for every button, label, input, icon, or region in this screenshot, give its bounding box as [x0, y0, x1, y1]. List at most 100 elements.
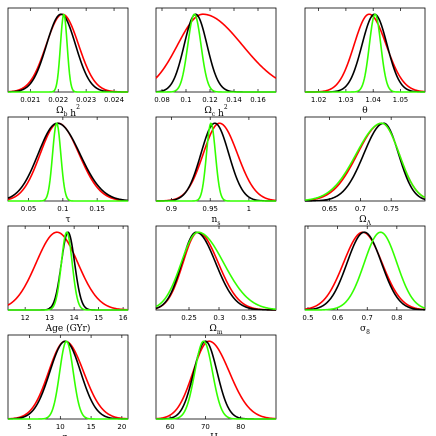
red-posterior-curve	[7, 122, 129, 202]
black-posterior-curve	[7, 340, 129, 420]
plot-frame	[155, 225, 277, 311]
panel-1: 0.08 0.1 0.12 0.14 0.16 Ωc h2	[154, 7, 277, 119]
plot-frame	[7, 334, 129, 420]
x-tick-label: 0.9	[166, 205, 177, 213]
x-axis-label: Ωm	[209, 324, 222, 336]
x-axis-label: Ωc h2	[204, 104, 228, 119]
panel-0: 0.021 0.022 0.023 0.024 Ωb h2	[7, 7, 129, 119]
green-posterior-curve	[7, 13, 129, 93]
x-tick-label: 12	[21, 314, 30, 322]
plot-frame	[304, 7, 426, 93]
green-posterior-curve	[7, 340, 129, 420]
x-tick-label: 1.05	[393, 96, 409, 104]
x-tick-label: 0.021	[20, 96, 40, 104]
x-axis-label: zre	[62, 433, 74, 436]
panel-9: 5 10 15 20 zre	[7, 334, 129, 436]
green-posterior-curve	[155, 340, 277, 420]
x-tick-label: 0.5	[302, 314, 313, 322]
x-tick-label: 13	[45, 314, 54, 322]
x-tick-label: 5	[27, 423, 31, 431]
x-tick-label: 10	[56, 423, 65, 431]
green-posterior-curve	[7, 231, 129, 311]
red-posterior-curve	[7, 340, 129, 420]
panel-10: 60 70 80 H0	[155, 334, 277, 436]
x-tick-label: 0.65	[322, 205, 338, 213]
x-tick-label: 20	[117, 423, 126, 431]
plot-frame	[7, 116, 129, 202]
x-tick-label: 0.6	[332, 314, 344, 322]
plot-frame	[304, 116, 426, 202]
red-posterior-curve	[155, 13, 277, 79]
black-posterior-curve	[155, 340, 277, 420]
x-tick-label: 80	[236, 423, 245, 431]
red-posterior-curve	[7, 13, 129, 93]
green-posterior-curve	[7, 122, 129, 202]
x-tick-label: 0.12	[202, 96, 218, 104]
panel-4: 0.9 0.95 1 ns	[155, 116, 277, 227]
x-axis-label: σ8	[360, 324, 370, 336]
x-tick-label: 0.024	[104, 96, 125, 104]
black-posterior-curve	[304, 122, 426, 202]
x-tick-label: 0.7	[355, 205, 366, 213]
red-posterior-curve	[304, 13, 426, 93]
panel-6: 12 13 14 15 16 Age (GYr)	[7, 225, 129, 334]
plot-frame	[304, 225, 426, 311]
plot-frame	[155, 116, 277, 202]
x-tick-label: 0.8	[391, 314, 402, 322]
panel-3: 0.05 0.1 0.15 τ	[7, 116, 129, 225]
green-posterior-curve	[304, 13, 426, 93]
x-tick-label: 1.03	[338, 96, 354, 104]
x-tick-label: 15	[94, 314, 103, 322]
x-axis-label: H0	[210, 433, 222, 436]
x-tick-label: 1	[247, 205, 251, 213]
red-posterior-curve	[7, 231, 129, 311]
x-tick-label: 15	[87, 423, 96, 431]
plot-frame	[155, 334, 277, 420]
x-tick-label: 1.02	[311, 96, 327, 104]
black-posterior-curve	[304, 231, 426, 311]
panel-8: 0.5 0.6 0.7 0.8 σ8	[302, 225, 426, 336]
panel-2: 1.02 1.03 1.04 1.05 θ	[304, 7, 426, 116]
x-tick-label: 0.3	[213, 314, 224, 322]
black-posterior-curve	[155, 122, 277, 202]
x-tick-label: 0.1	[180, 96, 191, 104]
green-posterior-curve	[155, 231, 277, 311]
x-tick-label: 0.14	[226, 96, 242, 104]
panel-7: 0.25 0.3 0.35 Ωm	[155, 225, 277, 336]
x-tick-label: 0.16	[250, 96, 266, 104]
x-tick-label: 0.1	[57, 205, 68, 213]
red-posterior-curve	[304, 231, 426, 311]
red-posterior-curve	[155, 340, 277, 420]
x-tick-label: 1.04	[365, 96, 381, 104]
red-posterior-curve	[155, 231, 277, 311]
x-tick-label: 0.023	[76, 96, 96, 104]
x-tick-label: 0.7	[362, 314, 373, 322]
x-tick-label: 0.95	[202, 205, 218, 213]
black-posterior-curve	[155, 231, 277, 311]
x-tick-label: 60	[166, 423, 175, 431]
x-axis-label: θ	[362, 106, 367, 116]
plot-frame	[7, 225, 129, 311]
x-tick-label: 14	[70, 314, 79, 322]
x-tick-label: 70	[201, 423, 210, 431]
green-posterior-curve	[155, 122, 277, 202]
black-posterior-curve	[7, 122, 129, 202]
x-tick-label: 0.75	[383, 205, 399, 213]
green-posterior-curve	[304, 231, 426, 311]
x-tick-label: 0.08	[154, 96, 170, 104]
x-tick-label: 0.05	[21, 205, 37, 213]
x-axis-label: Age (GYr)	[45, 323, 91, 334]
black-posterior-curve	[304, 13, 426, 93]
x-axis-label: Ωb h2	[56, 104, 80, 119]
x-tick-label: 16	[119, 314, 128, 322]
x-tick-label: 0.35	[241, 314, 257, 322]
x-tick-label: 0.15	[89, 205, 105, 213]
x-axis-label: τ	[66, 215, 71, 225]
plot-frame	[7, 7, 129, 93]
panel-5: 0.65 0.7 0.75 ΩΛ	[304, 116, 426, 227]
red-posterior-curve	[304, 122, 426, 202]
x-tick-label: 0.25	[181, 314, 197, 322]
x-axis-label: ns	[212, 215, 221, 227]
x-axis-label: ΩΛ	[359, 215, 371, 227]
